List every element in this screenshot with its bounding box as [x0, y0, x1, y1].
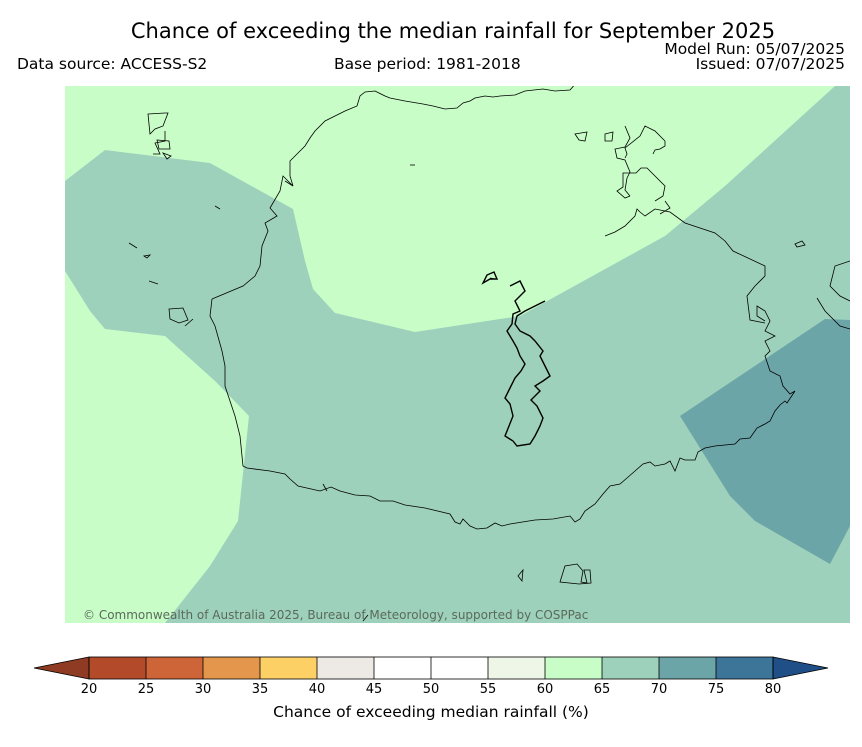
colorbar-bin-25-30: [146, 657, 204, 679]
colorbar-arrow-outline: [33, 656, 829, 680]
colorbar-ticks: [88, 657, 774, 679]
data-source-label: Data source: ACCESS-S2: [17, 55, 208, 73]
colorbar-tick-label-65: 65: [593, 682, 611, 697]
colorbar-bin-35-40: [260, 657, 318, 679]
colorbar-tick-label-50: 50: [422, 682, 440, 697]
zone-65-70-west: [65, 86, 850, 623]
colorbar-tick-label-20: 20: [80, 682, 98, 697]
issued-label: Issued: 07/07/2025: [695, 55, 845, 73]
colorbar-under-arrow: [34, 657, 89, 679]
colorbar-tick-label-55: 55: [479, 682, 497, 697]
colorbar-bin-20-25: [89, 657, 147, 679]
inland-lake-outline: [481, 271, 551, 447]
colorbar-bin-70-75: [659, 657, 717, 679]
colorbar-bin-40-45: [317, 657, 375, 679]
zone-70-75-east: [680, 319, 850, 564]
colorbar-tick-label-80: 80: [764, 682, 782, 697]
colorbar-tick-label-75: 75: [707, 682, 725, 697]
colorbar-bin-50-55: [431, 657, 489, 679]
colorbar-bins: [89, 657, 774, 679]
colorbar-over-arrow: [773, 657, 828, 679]
colorbar-tick-label-70: 70: [650, 682, 668, 697]
colorbar-tick-label-45: 45: [365, 682, 383, 697]
copyright-notice: © Commonwealth of Australia 2025, Bureau…: [83, 608, 589, 622]
colorbar-bin-60-65: [545, 657, 603, 679]
colorbar-bin-30-35: [203, 657, 261, 679]
map-title: Chance of exceeding the median rainfall …: [130, 19, 776, 43]
colorbar-tick-label-35: 35: [251, 682, 269, 697]
colorbar-tick-label-30: 30: [194, 682, 212, 697]
colorbar-label: Chance of exceeding median rainfall (%): [273, 703, 589, 721]
colorbar-bin-45-50: [374, 657, 432, 679]
base-period-label: Base period: 1981-2018: [334, 55, 521, 73]
colorbar: [33, 656, 829, 680]
colorbar-tick-label-25: 25: [137, 682, 155, 697]
rainfall-map: [65, 86, 850, 623]
colorbar-bin-65-70: [602, 657, 660, 679]
model-run-label: Model Run: 05/07/2025: [664, 40, 845, 58]
coastline: [128, 86, 850, 622]
colorbar-bin-75-80: [716, 657, 774, 679]
colorbar-bin-55-60: [488, 657, 546, 679]
colorbar-tick-label-40: 40: [308, 682, 326, 697]
colorbar-tick-label-60: 60: [536, 682, 554, 697]
